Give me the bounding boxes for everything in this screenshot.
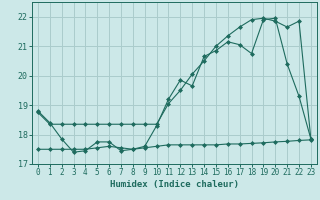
X-axis label: Humidex (Indice chaleur): Humidex (Indice chaleur): [110, 180, 239, 189]
